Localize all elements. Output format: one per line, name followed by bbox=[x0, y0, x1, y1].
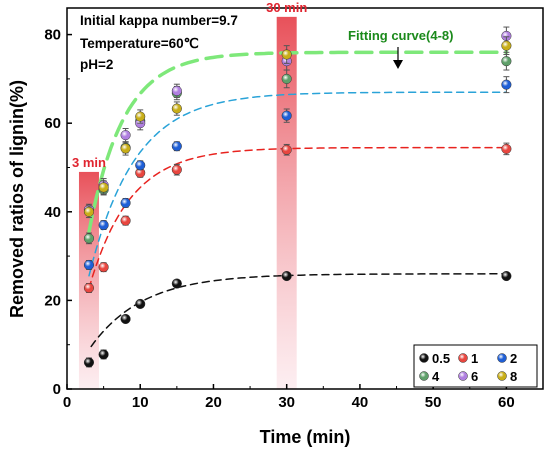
legend-marker-8 bbox=[497, 371, 507, 381]
y-axis-title: Removed ratios of lignin(%) bbox=[7, 80, 27, 318]
x-tick-label: 30 bbox=[278, 394, 295, 411]
legend-marker-0.5 bbox=[419, 353, 429, 363]
fit-curve-1 bbox=[88, 146, 508, 290]
y-tick-label: 0 bbox=[53, 381, 61, 398]
point-series-2 bbox=[501, 79, 512, 90]
y-tick-label: 60 bbox=[44, 115, 61, 132]
legend-marker-2 bbox=[497, 353, 507, 363]
point-series-1 bbox=[83, 282, 95, 294]
point-series-0.5 bbox=[98, 349, 109, 360]
point-series-2 bbox=[281, 110, 292, 121]
point-series-1 bbox=[171, 164, 182, 175]
legend-marker-4 bbox=[419, 371, 429, 381]
legend-marker-1 bbox=[458, 353, 468, 363]
axes: 0 10 20 30 40 50 60 0 20 40 60 80 bbox=[44, 27, 514, 411]
point-series-0.5 bbox=[171, 278, 182, 289]
fit-curve-2 bbox=[88, 91, 508, 277]
y-tick-label: 40 bbox=[44, 204, 61, 221]
legend-frame bbox=[413, 344, 538, 388]
legend-label-6: 6 bbox=[471, 369, 478, 384]
point-series-8 bbox=[120, 143, 131, 154]
point-series-8 bbox=[83, 206, 95, 217]
point-series-1 bbox=[120, 215, 131, 226]
condition-temperature: Temperature=60℃ bbox=[80, 36, 200, 51]
point-series-8 bbox=[501, 40, 512, 51]
legend-label-8: 8 bbox=[510, 369, 517, 384]
x-tick-label: 50 bbox=[425, 394, 442, 411]
x-tick-label: 20 bbox=[205, 394, 222, 411]
marker-label-30min: 30 min bbox=[266, 0, 307, 15]
legend-label-1: 1 bbox=[471, 351, 478, 366]
marker-label-3min: 3 min bbox=[72, 155, 106, 170]
point-series-2 bbox=[98, 220, 109, 231]
fitting-curve-arrowhead bbox=[393, 60, 403, 69]
fit-curve-0.5 bbox=[90, 273, 506, 348]
condition-kappa: Initial kappa number=9.7 bbox=[80, 13, 238, 28]
y-tick-label: 80 bbox=[44, 27, 61, 44]
point-series-1 bbox=[281, 144, 292, 155]
point-series-2 bbox=[171, 141, 182, 152]
x-axis-title: Time (min) bbox=[260, 427, 351, 447]
point-series-6 bbox=[171, 85, 182, 96]
highlight-bar-3min bbox=[78, 171, 99, 389]
x-tick-label: 10 bbox=[132, 394, 149, 411]
data-points bbox=[83, 26, 512, 368]
point-series-2 bbox=[83, 259, 95, 271]
fitting-curves bbox=[87, 50, 509, 348]
fit-curve-fit bbox=[87, 50, 509, 234]
point-series-0.5 bbox=[501, 270, 512, 282]
point-series-4 bbox=[501, 56, 512, 67]
point-series-8 bbox=[98, 182, 109, 193]
legend-marker-6 bbox=[458, 371, 468, 381]
point-series-1 bbox=[501, 143, 512, 154]
fitting-curve-label: Fitting curve(4-8) bbox=[348, 28, 453, 43]
point-series-0.5 bbox=[281, 270, 292, 282]
point-series-0.5 bbox=[83, 357, 95, 368]
point-series-8 bbox=[135, 111, 146, 122]
point-series-8 bbox=[281, 49, 292, 60]
legend-label-0.5: 0.5 bbox=[432, 351, 450, 366]
point-series-2 bbox=[135, 160, 146, 171]
legend-label-4: 4 bbox=[432, 369, 440, 384]
highlight-bars bbox=[78, 16, 297, 389]
point-series-8 bbox=[171, 103, 182, 114]
y-tick-label: 20 bbox=[44, 292, 61, 309]
x-tick-label: 40 bbox=[352, 394, 369, 411]
point-series-0.5 bbox=[120, 313, 131, 325]
legend: 0.5 1 2 4 6 8 bbox=[413, 344, 538, 388]
point-series-0.5 bbox=[135, 298, 146, 309]
point-series-4 bbox=[83, 233, 95, 244]
legend-label-2: 2 bbox=[510, 351, 517, 366]
condition-ph: pH=2 bbox=[80, 57, 113, 72]
point-series-2 bbox=[120, 197, 131, 208]
highlight-bar-30min bbox=[276, 16, 297, 389]
x-tick-label: 0 bbox=[63, 394, 71, 411]
point-series-6 bbox=[120, 130, 131, 141]
x-tick-label: 60 bbox=[498, 394, 515, 411]
point-series-1 bbox=[98, 262, 109, 273]
plot-frame bbox=[66, 7, 544, 390]
point-series-4 bbox=[281, 73, 292, 84]
